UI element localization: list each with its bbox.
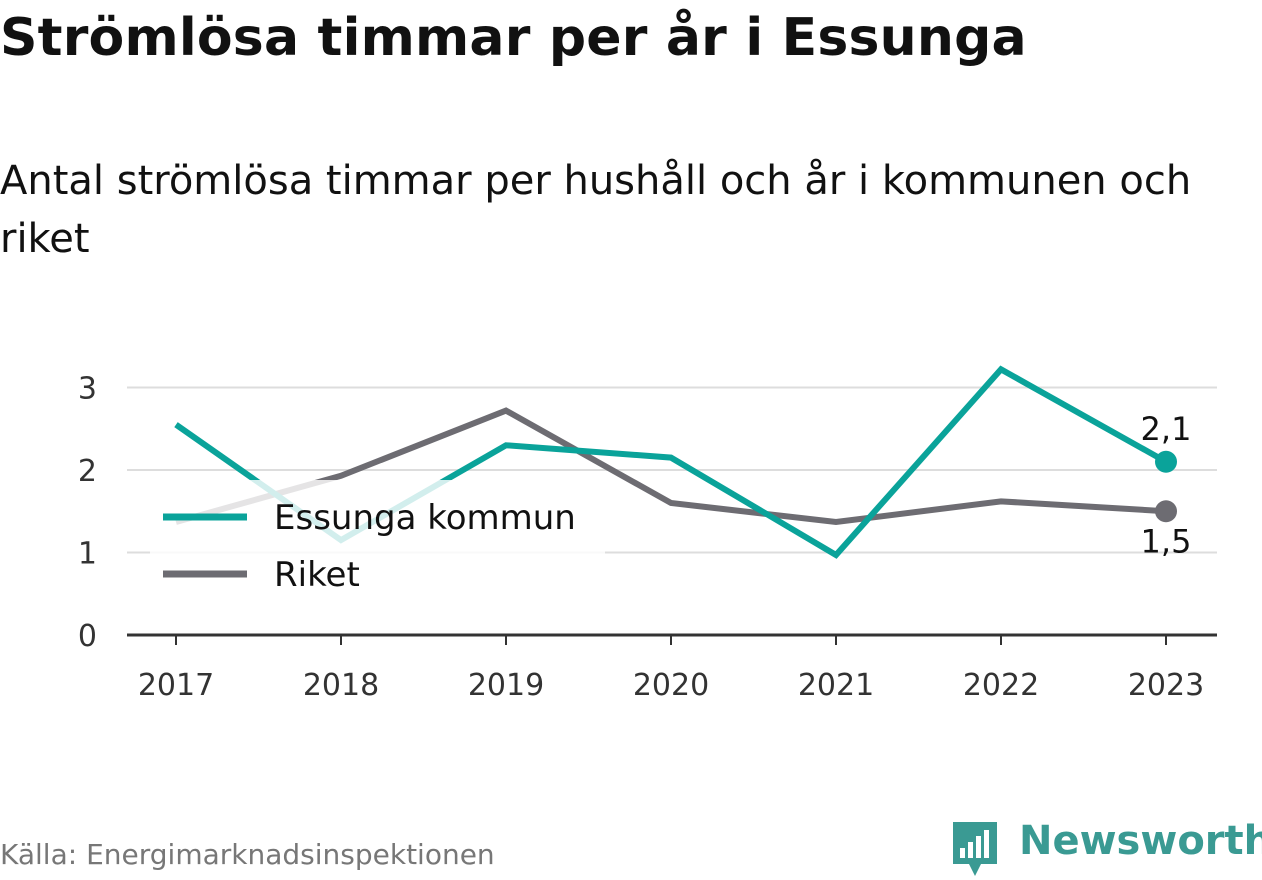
legend-background	[150, 480, 605, 598]
series-line-riket	[175, 407, 1167, 525]
chart-subtitle: Antal strömlösa timmar per hushåll och å…	[0, 158, 1192, 262]
y-tick-label: 1	[78, 537, 97, 572]
x-tick-label: 2022	[963, 668, 1039, 703]
end-value-label: 2,1	[1141, 410, 1192, 448]
x-tick-label: 2018	[303, 668, 379, 703]
y-tick-label: 0	[78, 619, 97, 654]
y-tick-label: 2	[78, 454, 97, 489]
x-tick-label: 2023	[1128, 668, 1204, 703]
chart-title: Strömlösa timmar per år i Essunga	[0, 8, 1027, 68]
axis-layer: 0 1 2 3 2017 2018 2019 2020 2021 2022 2023	[78, 372, 1217, 703]
source-note: Källa: Energimarknadsinspektionen	[0, 838, 495, 871]
x-tick-label: 2020	[633, 668, 709, 703]
x-tick-label: 2019	[468, 668, 544, 703]
legend-label: Riket	[274, 555, 360, 595]
newsworthy-logo-icon	[953, 822, 997, 876]
x-tick-label: 2017	[138, 668, 214, 703]
end-point-marker	[1155, 450, 1177, 473]
end-labels: 2,1 1,5	[1141, 410, 1192, 561]
end-value-label: 1,5	[1141, 522, 1192, 560]
brand-name: Newsworthy	[1019, 818, 1262, 864]
y-tick-label: 3	[78, 372, 97, 407]
x-tick-label: 2021	[798, 668, 874, 703]
end-point-marker	[1155, 500, 1177, 523]
legend-label: Essunga kommun	[274, 498, 576, 538]
legend: Essunga kommun Riket	[150, 480, 605, 598]
